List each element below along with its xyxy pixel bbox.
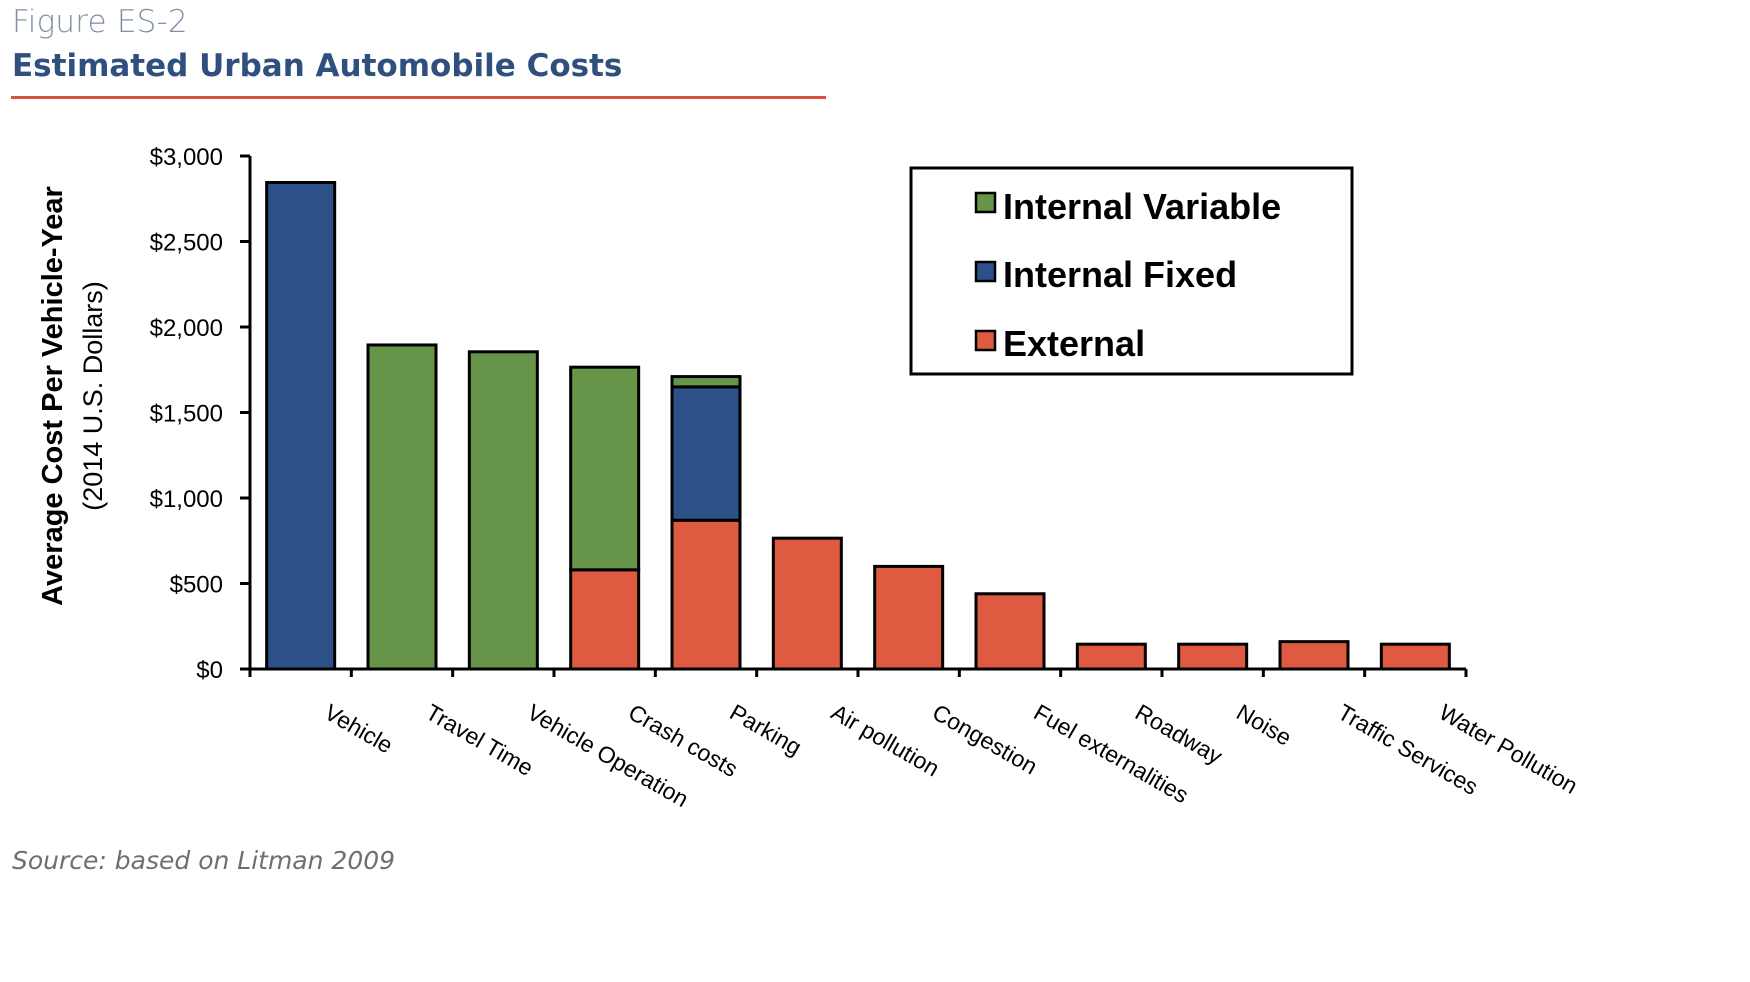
bar-segment-internal-variable [670, 375, 742, 389]
legend-swatch-internal-fixed [974, 260, 997, 283]
bar-segment-internal-variable [366, 343, 438, 671]
bar-segment-external [974, 592, 1046, 671]
legend-label-external: External [1003, 323, 1145, 364]
legend-label-internal-fixed: Internal Fixed [1003, 254, 1237, 295]
source-note: Source: based on Litman 2009 [12, 846, 396, 875]
y-tick-label: $2,500 [150, 230, 223, 257]
x-tick-label: Noise [1232, 699, 1296, 751]
title-rule [11, 96, 826, 99]
y-tick-label: $3,000 [150, 144, 223, 171]
bar-segment-external [1177, 642, 1249, 671]
y-axis-sublabel: (2014 U.S. Dollars) [78, 281, 108, 511]
y-tick-label: $0 [196, 657, 223, 684]
bars [265, 181, 1451, 671]
legend-label-internal-variable: Internal Variable [1003, 186, 1281, 227]
figure-label: Figure ES-2 [12, 4, 188, 40]
bar-segment-external [873, 564, 945, 671]
bar-segment-internal-variable [569, 365, 641, 572]
x-tick-label: Vehicle [320, 699, 397, 759]
axes: $0 $500 $1,000 $1,500 $2,000 $2,500 $3,000 [150, 144, 1468, 684]
x-tick-label: Travel Time [422, 699, 538, 781]
y-axis-title: Average Cost Per Vehicle-Year (2014 U.S.… [37, 186, 108, 606]
bar-segment-external [771, 536, 843, 671]
bar-segment-external [1075, 642, 1147, 671]
bar-segment-external [1278, 640, 1350, 671]
bar-segment-external [1379, 642, 1451, 671]
y-tick-label: $500 [170, 572, 223, 599]
figure-title: Estimated Urban Automobile Costs [12, 48, 623, 84]
y-tick-label: $1,000 [150, 486, 223, 513]
y-tick-label: $2,000 [150, 315, 223, 342]
x-tick-label: Congestion [928, 699, 1042, 780]
bar-segment-internal-fixed [265, 181, 337, 671]
legend: Internal Variable Internal Fixed Externa… [909, 166, 1354, 376]
bar-segment-external [569, 568, 641, 671]
y-tick-label: $1,500 [150, 401, 223, 428]
legend-swatch-internal-variable [974, 191, 997, 214]
x-tick-label: Parking [726, 699, 807, 761]
bar-segment-internal-variable [467, 350, 539, 671]
bar-segment-external [670, 518, 742, 671]
legend-swatch-external [974, 329, 997, 352]
bar-segment-internal-fixed [670, 385, 742, 522]
y-axis-label: Average Cost Per Vehicle-Year [37, 186, 69, 606]
x-tick-label: Air pollution [827, 699, 944, 782]
